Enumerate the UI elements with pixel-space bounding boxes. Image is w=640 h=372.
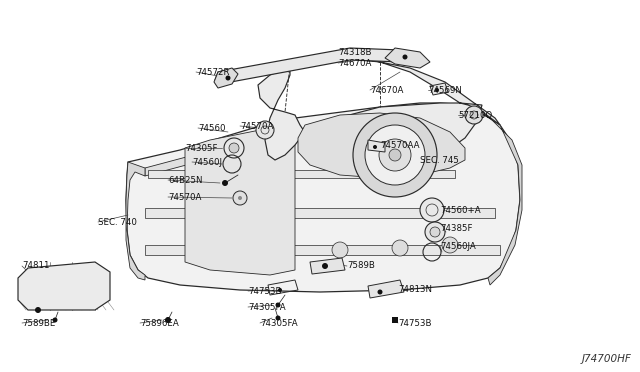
Circle shape [373,145,377,149]
Bar [392,317,398,323]
Polygon shape [185,128,295,275]
Text: 74811: 74811 [22,262,49,270]
Text: SEC. 740: SEC. 740 [98,218,137,227]
Circle shape [165,317,171,323]
Circle shape [430,227,440,237]
Text: 57210Q: 57210Q [458,110,492,119]
Text: 74670A: 74670A [370,86,403,94]
Circle shape [332,242,348,258]
Circle shape [378,289,383,295]
Circle shape [256,121,274,139]
Text: 74560JA: 74560JA [440,241,476,250]
Text: 7589B: 7589B [347,262,375,270]
Circle shape [435,88,439,92]
Polygon shape [18,262,110,310]
Circle shape [425,222,445,242]
Text: 74560J: 74560J [192,157,222,167]
Polygon shape [148,170,455,178]
Circle shape [275,315,280,321]
Circle shape [365,125,425,185]
Circle shape [465,106,483,124]
Polygon shape [214,68,238,88]
Circle shape [442,237,458,253]
Circle shape [238,196,242,200]
Text: 75896EA: 75896EA [140,318,179,327]
Text: 74570AA: 74570AA [380,141,419,150]
Text: 74305FA: 74305FA [248,302,285,311]
Polygon shape [215,48,410,84]
Text: J74700HF: J74700HF [582,354,632,364]
Polygon shape [145,208,495,218]
Circle shape [222,180,228,186]
Circle shape [275,302,280,308]
Polygon shape [126,103,520,292]
Text: 74813N: 74813N [398,285,432,294]
Circle shape [225,76,230,80]
Text: SEC. 745: SEC. 745 [420,155,459,164]
Polygon shape [468,105,522,285]
Polygon shape [298,113,465,178]
Polygon shape [258,58,500,168]
Circle shape [278,288,282,292]
Text: 74753B: 74753B [248,286,282,295]
Circle shape [52,317,58,323]
Polygon shape [368,140,385,152]
Circle shape [166,317,170,323]
Circle shape [322,263,328,269]
Circle shape [224,138,244,158]
Text: 64B25N: 64B25N [168,176,202,185]
Circle shape [403,55,408,60]
Circle shape [392,240,408,256]
Text: 74570A: 74570A [168,192,202,202]
Text: 7589BE: 7589BE [22,318,56,327]
Polygon shape [310,258,345,274]
Text: 74318B: 74318B [338,48,371,57]
Circle shape [229,143,239,153]
Text: 74560+A: 74560+A [440,205,481,215]
Text: 74305FA: 74305FA [260,318,298,327]
Circle shape [233,191,247,205]
Text: 74569N: 74569N [428,86,462,94]
Text: 74570A: 74570A [240,122,273,131]
Polygon shape [368,280,404,298]
Polygon shape [145,245,500,255]
Polygon shape [145,112,460,176]
Circle shape [353,113,437,197]
Text: 74385F: 74385F [440,224,472,232]
Polygon shape [430,83,448,95]
Polygon shape [385,48,430,68]
Text: 74560: 74560 [198,124,225,132]
Text: 74305F: 74305F [185,144,218,153]
Circle shape [420,198,444,222]
Circle shape [470,111,478,119]
Polygon shape [126,162,145,280]
Circle shape [389,149,401,161]
Circle shape [379,139,411,171]
Circle shape [35,307,41,313]
Text: 74670A: 74670A [338,58,371,67]
Text: 74572R: 74572R [196,67,230,77]
Text: 74753B: 74753B [398,318,431,327]
